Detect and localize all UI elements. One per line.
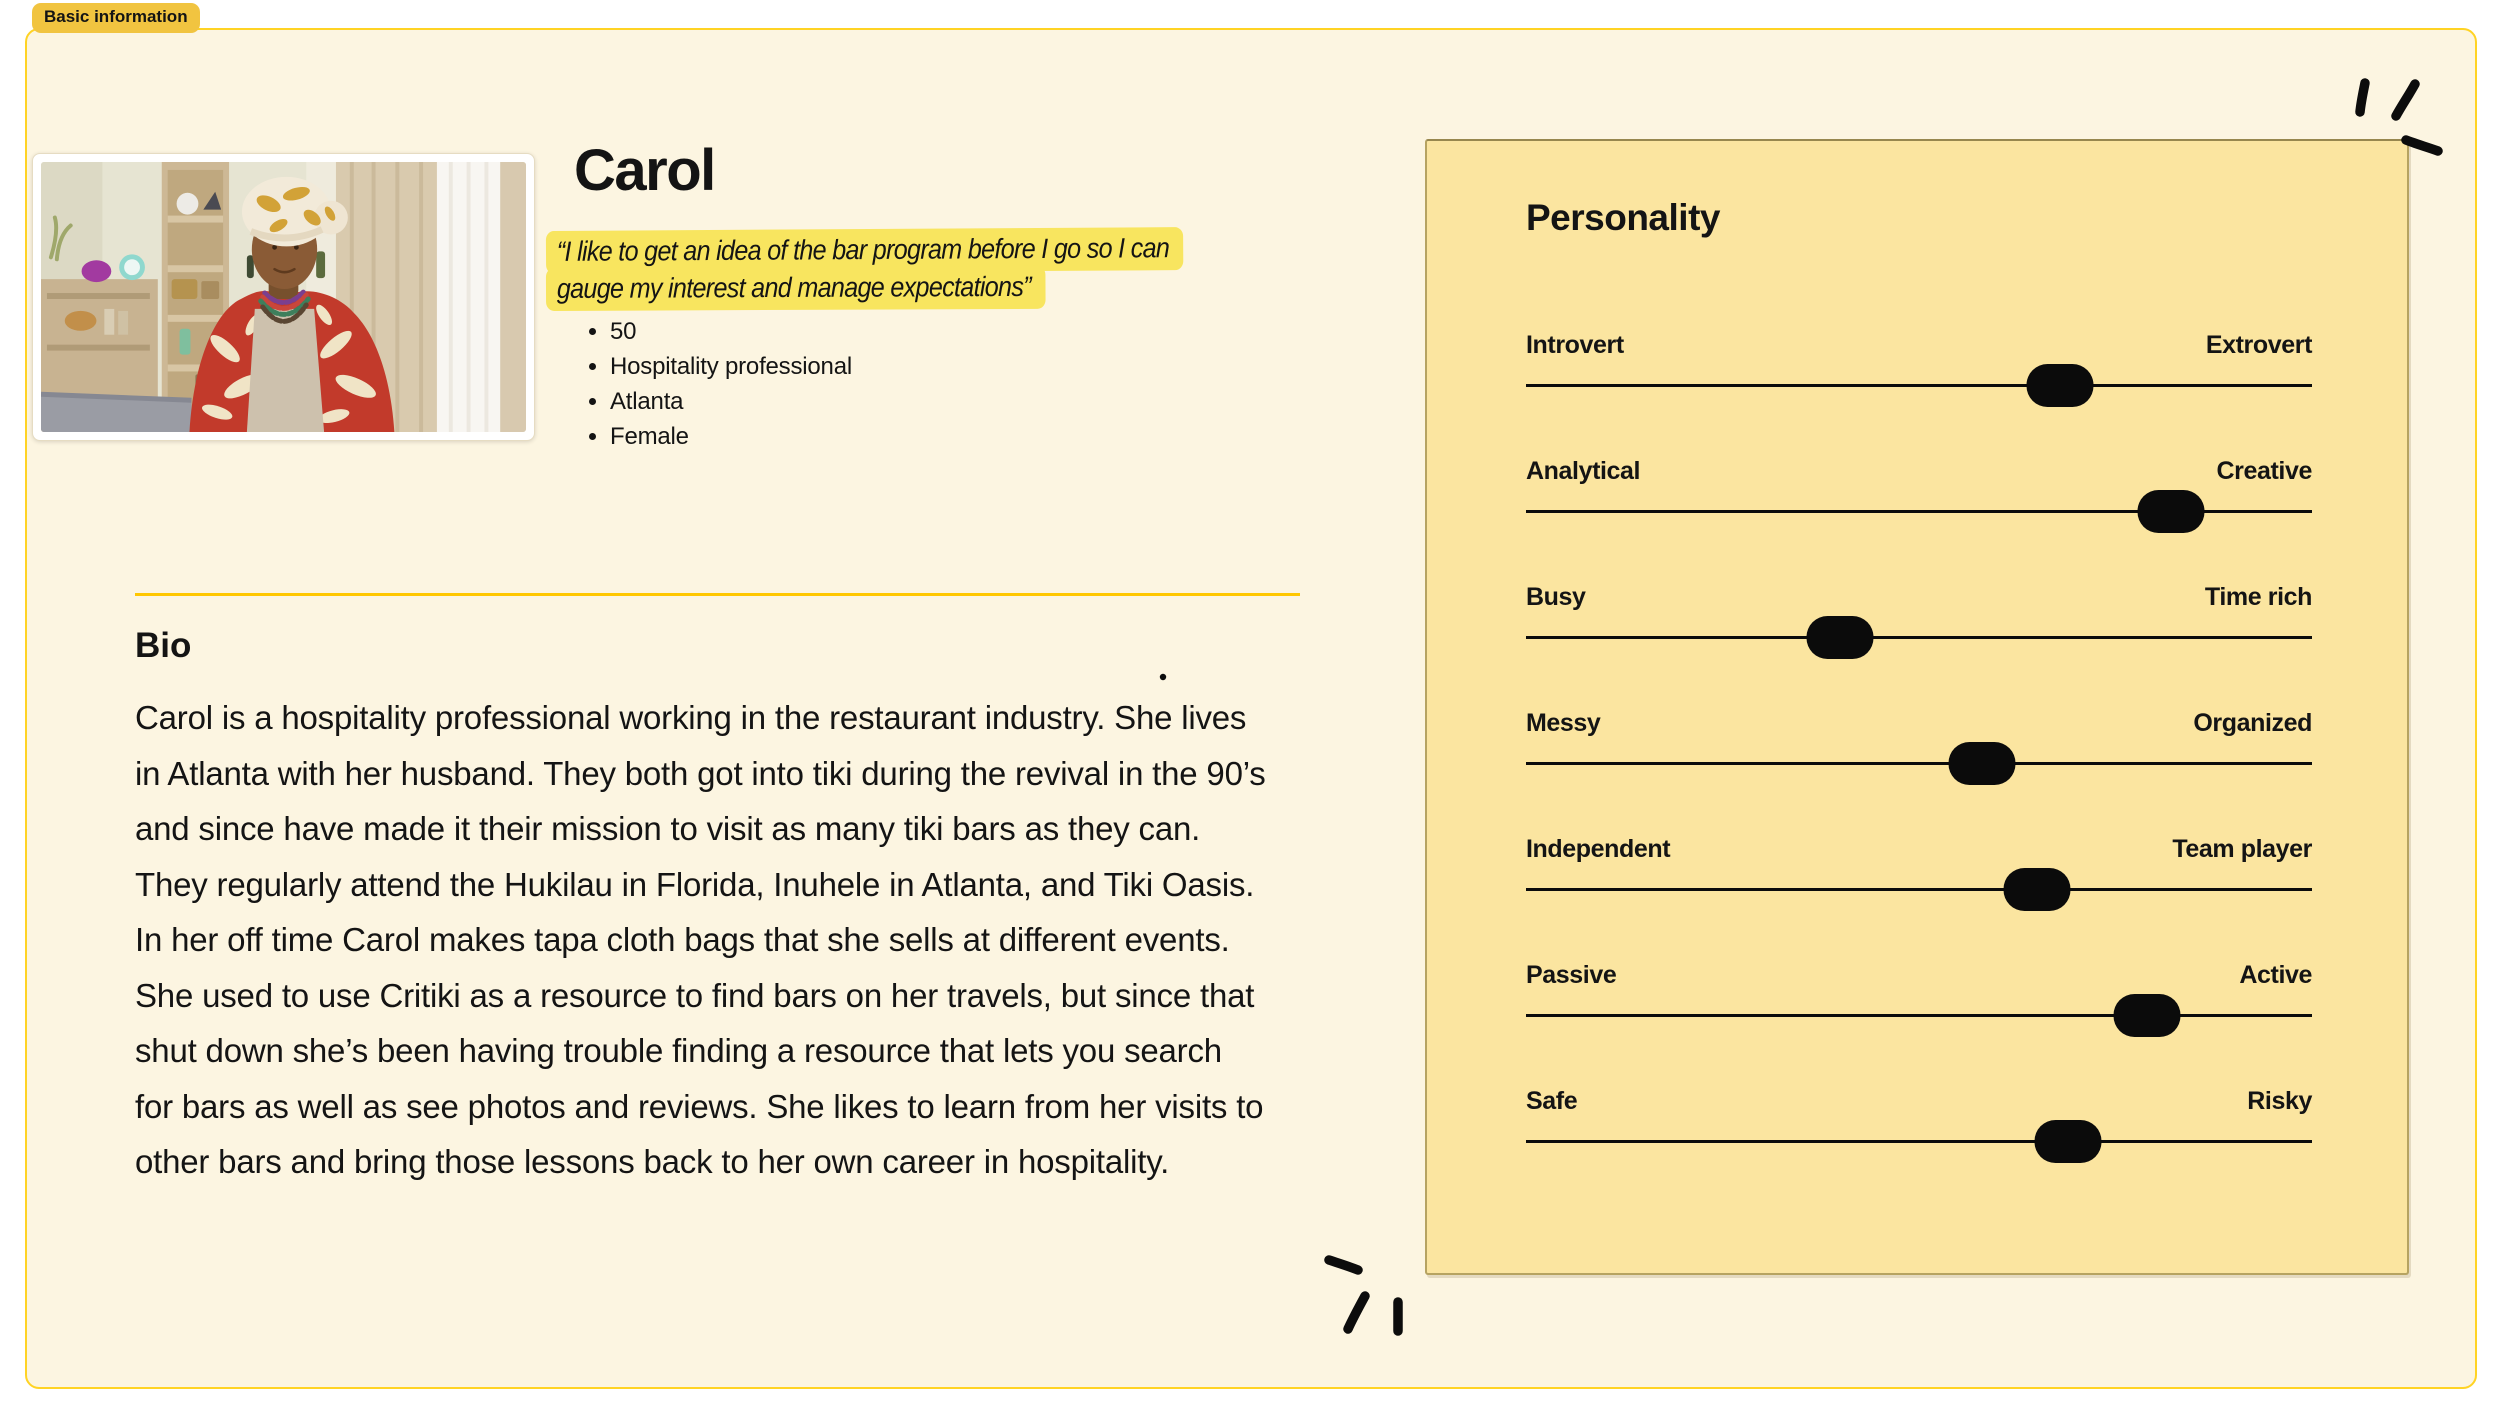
- slider-handle[interactable]: [1806, 616, 1874, 659]
- profile-photo-frame: [32, 153, 535, 441]
- slider-track[interactable]: [1526, 1140, 2312, 1143]
- slider-right-label: Team player: [2172, 835, 2312, 863]
- personality-slider-row: Safe Risky: [1526, 1089, 2312, 1215]
- slider-right-label: Creative: [2216, 457, 2313, 485]
- slider-left-label: Passive: [1526, 961, 1617, 989]
- slider-handle[interactable]: [2034, 1120, 2102, 1163]
- quote-highlight: gauge my interest and manage expectation…: [545, 265, 1046, 311]
- slider-track[interactable]: [1526, 762, 2312, 765]
- slider-labels: Safe Risky: [1526, 1089, 2312, 1114]
- slider-labels: Messy Organized: [1526, 711, 2312, 736]
- section-badge: Basic information: [32, 3, 200, 33]
- slider-left-label: Analytical: [1526, 457, 1641, 485]
- slider-labels: Passive Active: [1526, 963, 2312, 988]
- slider-labels: Analytical Creative: [1526, 459, 2312, 484]
- personality-slider-row: Independent Team player: [1526, 837, 2312, 963]
- slider-right-label: Time rich: [2204, 583, 2312, 611]
- persona-quote: “I like to get an idea of the bar progra…: [545, 227, 1254, 311]
- slider-right-label: Extrovert: [2205, 331, 2313, 359]
- personality-slider-row: Messy Organized: [1526, 711, 2312, 837]
- slider-left-label: Independent: [1526, 835, 1671, 863]
- persona-detail-item: 50: [610, 320, 852, 344]
- slider-left-label: Safe: [1526, 1087, 1578, 1115]
- slider-right-label: Risky: [2247, 1087, 2312, 1115]
- quote-line-2: gauge my interest and manage expectation…: [545, 265, 1254, 311]
- persona-detail-item: Hospitality professional: [610, 355, 852, 379]
- personality-slider-row: Passive Active: [1526, 963, 2312, 1089]
- slider-track[interactable]: [1526, 384, 2312, 387]
- persona-detail-item: Atlanta: [610, 390, 852, 414]
- bio-heading: Bio: [135, 626, 192, 665]
- slider-labels: Independent Team player: [1526, 837, 2312, 862]
- slider-labels: Introvert Extrovert: [1526, 333, 2312, 358]
- slider-left-label: Messy: [1526, 709, 1601, 737]
- slider-labels: Busy Time rich: [1526, 585, 2312, 610]
- slider-track[interactable]: [1526, 510, 2312, 513]
- slider-track[interactable]: [1526, 1014, 2312, 1017]
- personality-slider-row: Introvert Extrovert: [1526, 333, 2312, 459]
- slider-handle[interactable]: [2026, 364, 2094, 407]
- personality-panel: Personality Introvert Extrovert Analytic…: [1425, 139, 2409, 1275]
- bio-text: Carol is a hospitality professional work…: [135, 699, 1266, 1180]
- personality-sliders: Introvert Extrovert Analytical Creative …: [1526, 333, 2312, 1215]
- persona-details-list: 50 Hospitality professional Atlanta Fema…: [585, 320, 852, 460]
- slider-handle[interactable]: [2003, 868, 2071, 911]
- slider-right-label: Organized: [2193, 709, 2312, 737]
- slider-right-label: Active: [2239, 961, 2312, 989]
- section-divider: [135, 593, 1300, 596]
- slider-handle[interactable]: [2113, 994, 2181, 1037]
- slider-track[interactable]: [1526, 888, 2312, 891]
- persona-detail-item: Female: [610, 425, 852, 449]
- slider-left-label: Introvert: [1526, 331, 1624, 359]
- personality-heading: Personality: [1526, 197, 1720, 238]
- slider-left-label: Busy: [1526, 583, 1586, 611]
- personality-slider-row: Analytical Creative: [1526, 459, 2312, 585]
- profile-photo: [41, 162, 526, 432]
- persona-name: Carol: [574, 138, 716, 203]
- slider-track[interactable]: [1526, 636, 2312, 639]
- personality-slider-row: Busy Time rich: [1526, 585, 2312, 711]
- slider-handle[interactable]: [2137, 490, 2205, 533]
- slider-handle[interactable]: [1948, 742, 2016, 785]
